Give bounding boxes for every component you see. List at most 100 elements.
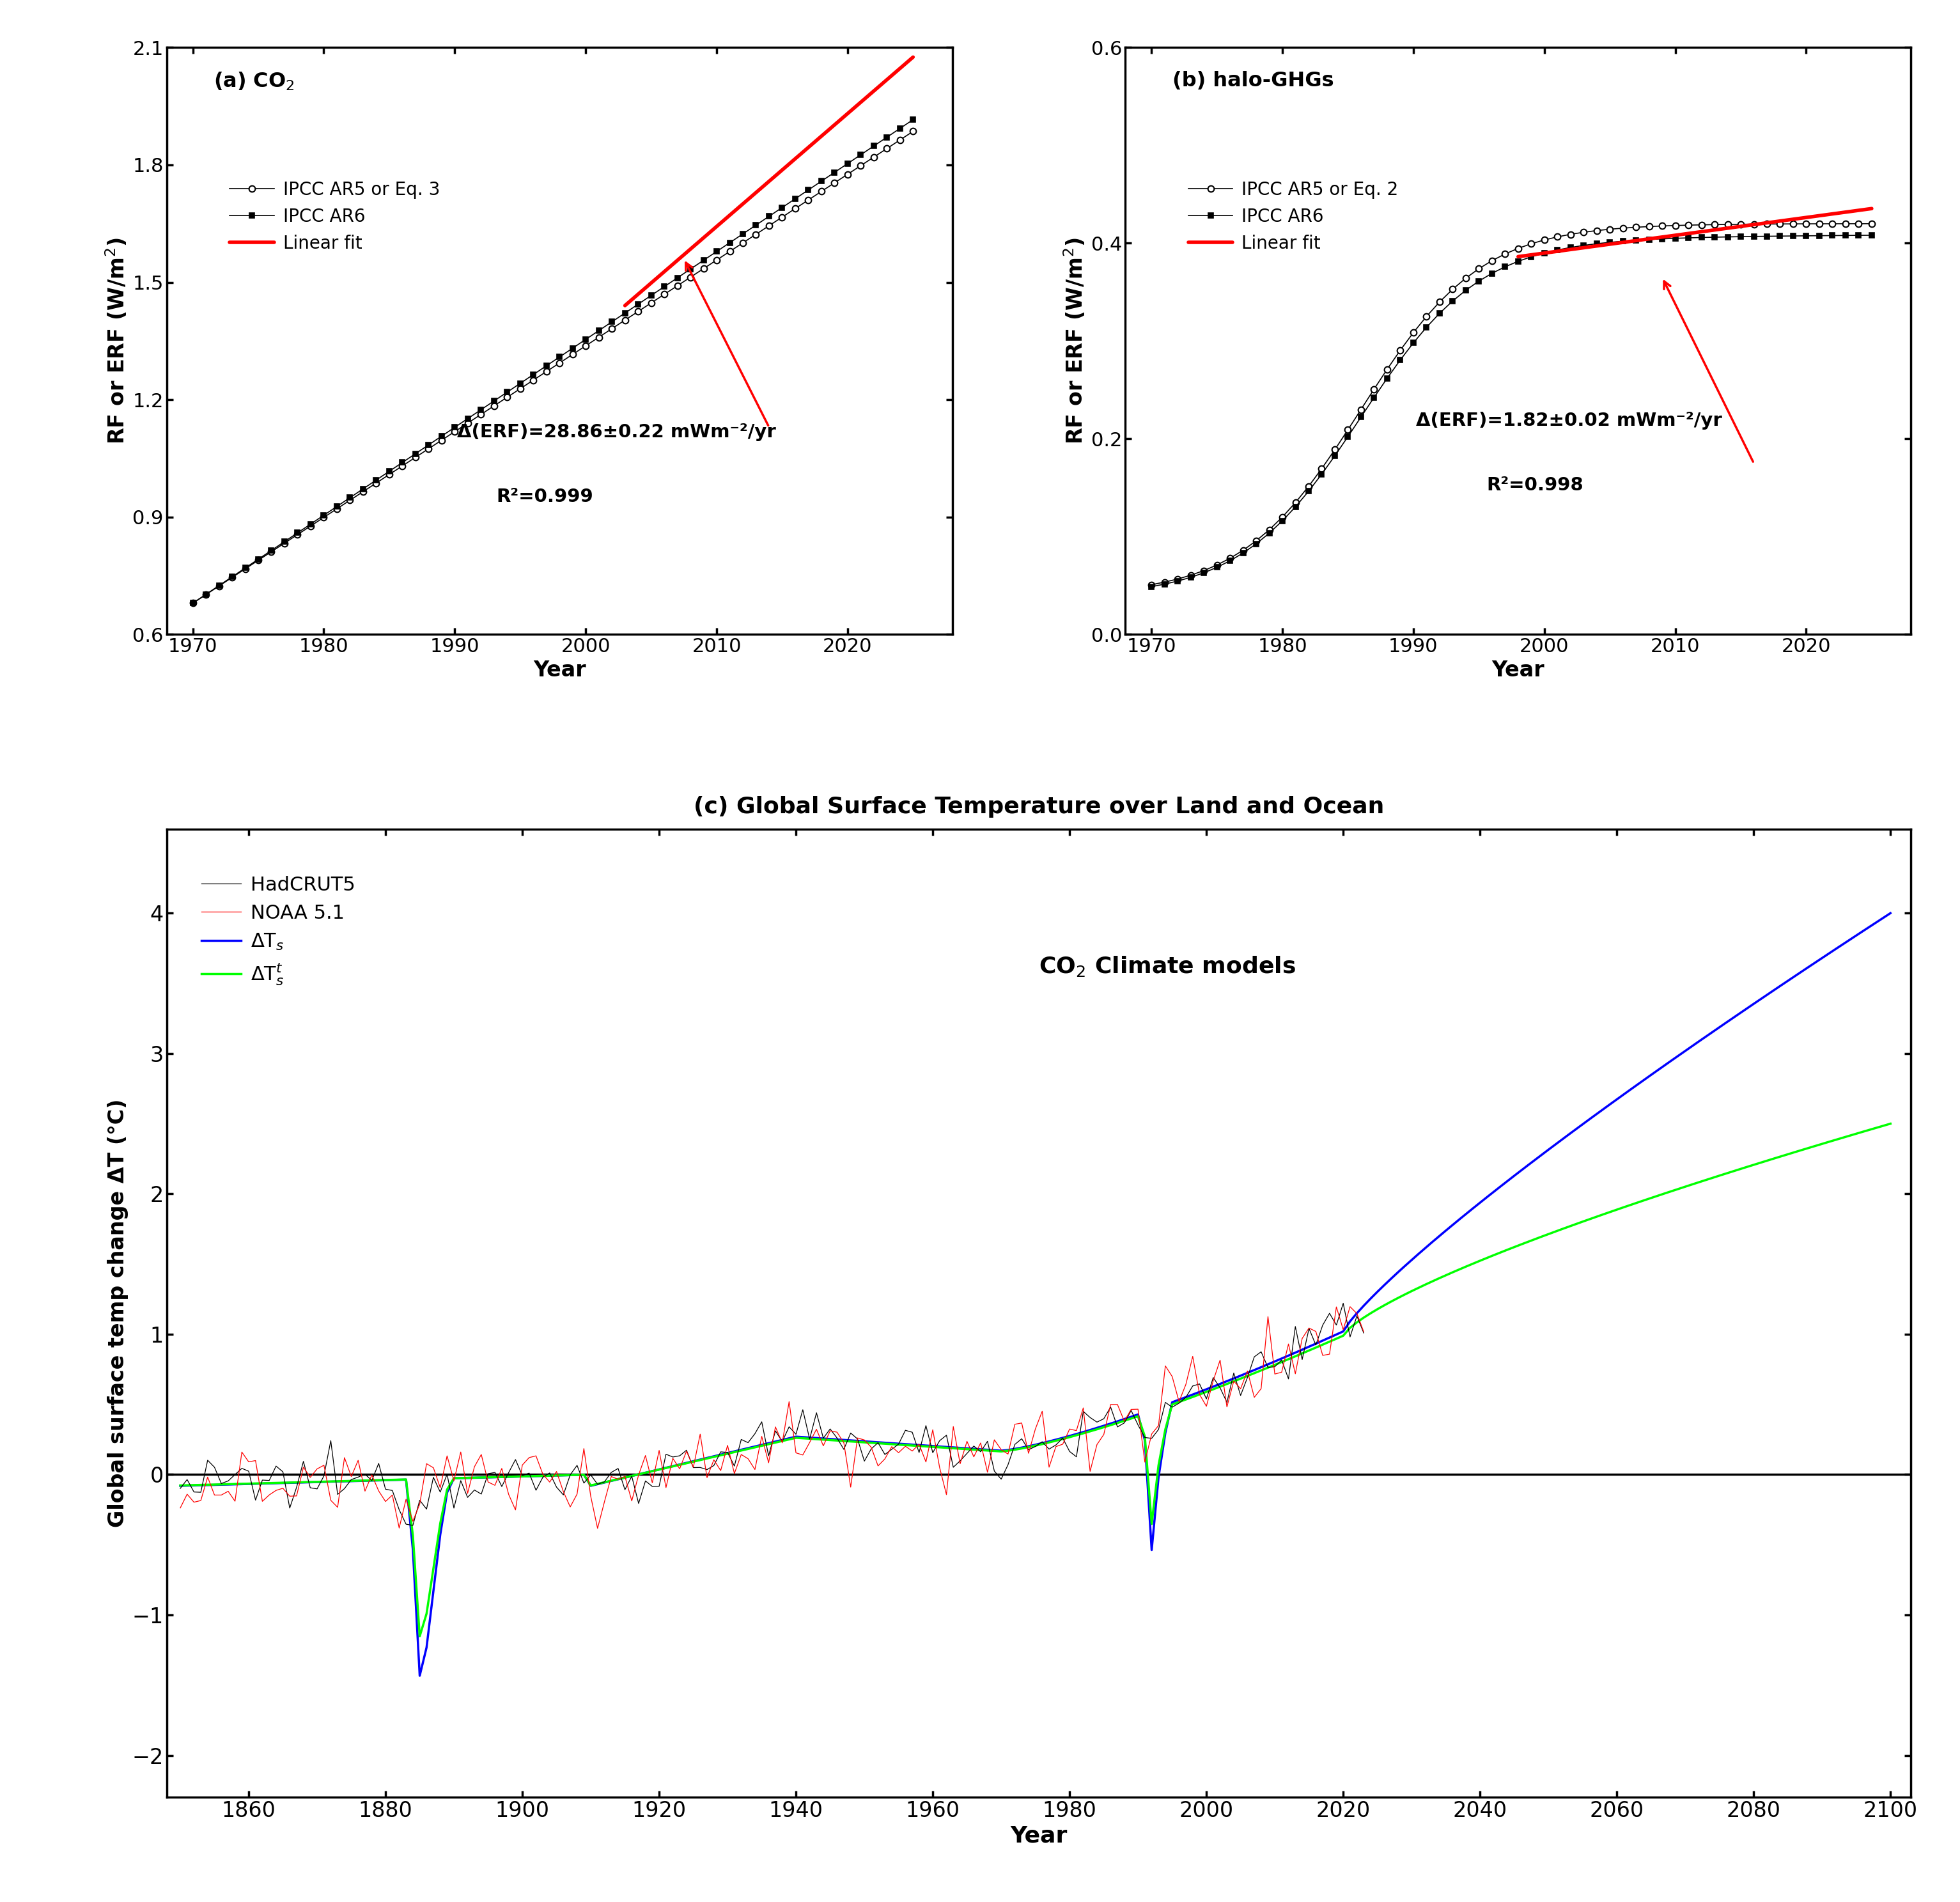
IPCC AR5 or Eq. 2 — [1860, 213, 1884, 236]
Line: ΔT$_s$: ΔT$_s$ — [180, 913, 1891, 1676]
Linear fit — [1860, 198, 1884, 221]
Line: Linear fit: Linear fit — [1519, 209, 1872, 257]
NOAA 5.1 — [1051, 1432, 1074, 1455]
NOAA 5.1 — [292, 1455, 316, 1478]
Legend: IPCC AR5 or Eq. 2, IPCC AR6, Linear fit: IPCC AR5 or Eq. 2, IPCC AR6, Linear fit — [1182, 173, 1405, 259]
IPCC AR6 — [194, 584, 218, 607]
IPCC AR6 — [1586, 232, 1609, 255]
IPCC AR5 or Eq. 2 — [1152, 571, 1176, 593]
IPCC AR5 or Eq. 3 — [194, 584, 218, 607]
IPCC AR5 or Eq. 2 — [1611, 217, 1635, 240]
Text: CO$_2$ Climate models: CO$_2$ Climate models — [1039, 955, 1296, 978]
Text: R²=0.998: R²=0.998 — [1488, 476, 1584, 495]
HadCRUT5 — [1331, 1291, 1354, 1314]
ΔT$_s^t$ — [169, 1474, 192, 1497]
HadCRUT5 — [216, 1470, 239, 1493]
Y-axis label: RF or ERF (W/m$^2$): RF or ERF (W/m$^2$) — [104, 238, 129, 445]
NOAA 5.1 — [1339, 1295, 1362, 1318]
HadCRUT5 — [402, 1514, 425, 1537]
HadCRUT5 — [169, 1478, 192, 1501]
IPCC AR6 — [1152, 573, 1176, 595]
NOAA 5.1 — [586, 1518, 610, 1541]
HadCRUT5 — [1352, 1322, 1376, 1345]
Line: IPCC AR6: IPCC AR6 — [190, 118, 915, 605]
IPCC AR6 — [902, 108, 925, 131]
IPCC AR5 or Eq. 3 — [586, 325, 610, 348]
HadCRUT5 — [955, 1442, 978, 1465]
IPCC AR6 — [1611, 230, 1635, 253]
HadCRUT5 — [1051, 1426, 1074, 1449]
ΔT$_s$ — [1331, 1320, 1354, 1343]
IPCC AR6 — [653, 276, 676, 299]
ΔT$_s$ — [1207, 1373, 1231, 1396]
NOAA 5.1 — [169, 1497, 192, 1520]
ΔT$_s^t$ — [1880, 1113, 1903, 1135]
NOAA 5.1 — [216, 1480, 239, 1503]
IPCC AR5 or Eq. 3 — [653, 283, 676, 306]
IPCC AR5 or Eq. 2 — [1139, 573, 1162, 595]
IPCC AR6 — [1690, 226, 1713, 249]
IPCC AR5 or Eq. 3 — [731, 232, 755, 255]
Line: IPCC AR5 or Eq. 3: IPCC AR5 or Eq. 3 — [190, 127, 915, 607]
HadCRUT5 — [811, 1426, 835, 1449]
ΔT$_s$ — [408, 1664, 431, 1687]
Text: Δ(ERF)=1.82±0.02 mWm⁻²/yr: Δ(ERF)=1.82±0.02 mWm⁻²/yr — [1415, 411, 1723, 430]
HadCRUT5 — [182, 1480, 206, 1503]
HadCRUT5 — [292, 1449, 316, 1472]
Title: (c) Global Surface Temperature over Land and Ocean: (c) Global Surface Temperature over Land… — [694, 795, 1384, 818]
Text: (a) CO$_2$: (a) CO$_2$ — [214, 70, 294, 93]
IPCC AR6 — [1860, 224, 1884, 247]
IPCC AR5 or Eq. 3 — [627, 301, 651, 323]
ΔT$_s$ — [1188, 1381, 1211, 1404]
ΔT$_s^t$ — [1188, 1383, 1211, 1406]
X-axis label: Year: Year — [533, 660, 586, 681]
IPCC AR6 — [180, 592, 204, 614]
IPCC AR6 — [586, 320, 610, 342]
IPCC AR6 — [1546, 238, 1570, 261]
IPCC AR6 — [443, 417, 466, 439]
ΔT$_s$ — [1880, 902, 1903, 924]
NOAA 5.1 — [182, 1491, 206, 1514]
Line: ΔT$_s^t$: ΔT$_s^t$ — [180, 1124, 1891, 1636]
Linear fit — [902, 46, 925, 68]
IPCC AR6 — [627, 293, 651, 316]
IPCC AR6 — [1139, 574, 1162, 597]
IPCC AR6 — [1401, 331, 1425, 354]
ΔT$_s$ — [847, 1430, 870, 1453]
NOAA 5.1 — [955, 1430, 978, 1453]
IPCC AR5 or Eq. 2 — [1586, 219, 1609, 242]
NOAA 5.1 — [811, 1434, 835, 1457]
ΔT$_s$ — [1462, 1196, 1486, 1219]
X-axis label: Year: Year — [1492, 660, 1544, 681]
ΔT$_s^t$ — [408, 1624, 431, 1647]
Y-axis label: RF or ERF (W/m$^2$): RF or ERF (W/m$^2$) — [1062, 238, 1088, 445]
IPCC AR6 — [731, 223, 755, 245]
IPCC AR5 or Eq. 2 — [1690, 213, 1713, 236]
Text: R²=0.999: R²=0.999 — [496, 487, 594, 506]
Line: NOAA 5.1: NOAA 5.1 — [180, 1307, 1364, 1529]
Legend: HadCRUT5, NOAA 5.1, ΔT$_s$, ΔT$_s^t$: HadCRUT5, NOAA 5.1, ΔT$_s$, ΔT$_s^t$ — [194, 867, 363, 995]
ΔT$_s^t$ — [847, 1430, 870, 1453]
X-axis label: Year: Year — [1009, 1826, 1068, 1847]
ΔT$_s^t$ — [1331, 1324, 1354, 1347]
ΔT$_s^t$ — [955, 1438, 978, 1461]
IPCC AR5 or Eq. 2 — [1401, 321, 1425, 344]
Line: Linear fit: Linear fit — [625, 57, 913, 306]
Y-axis label: Global surface temp change ΔT (°C): Global surface temp change ΔT (°C) — [108, 1099, 127, 1527]
Line: IPCC AR6: IPCC AR6 — [1149, 232, 1874, 590]
ΔT$_s$ — [169, 1474, 192, 1497]
Line: IPCC AR5 or Eq. 2: IPCC AR5 or Eq. 2 — [1149, 221, 1876, 588]
ΔT$_s^t$ — [1207, 1375, 1231, 1398]
Text: (b) halo-GHGs: (b) halo-GHGs — [1172, 70, 1335, 91]
Linear fit — [1507, 245, 1531, 268]
Legend: IPCC AR5 or Eq. 3, IPCC AR6, Linear fit: IPCC AR5 or Eq. 3, IPCC AR6, Linear fit — [223, 173, 447, 259]
NOAA 5.1 — [1352, 1320, 1376, 1343]
ΔT$_s^t$ — [1462, 1252, 1486, 1274]
Line: HadCRUT5: HadCRUT5 — [180, 1303, 1364, 1525]
Linear fit — [613, 295, 637, 318]
IPCC AR5 or Eq. 2 — [1546, 226, 1570, 249]
IPCC AR5 or Eq. 3 — [902, 120, 925, 143]
ΔT$_s$ — [955, 1436, 978, 1459]
Text: Δ(ERF)=28.86±0.22 mWm⁻²/yr: Δ(ERF)=28.86±0.22 mWm⁻²/yr — [457, 424, 776, 441]
IPCC AR5 or Eq. 3 — [443, 420, 466, 443]
